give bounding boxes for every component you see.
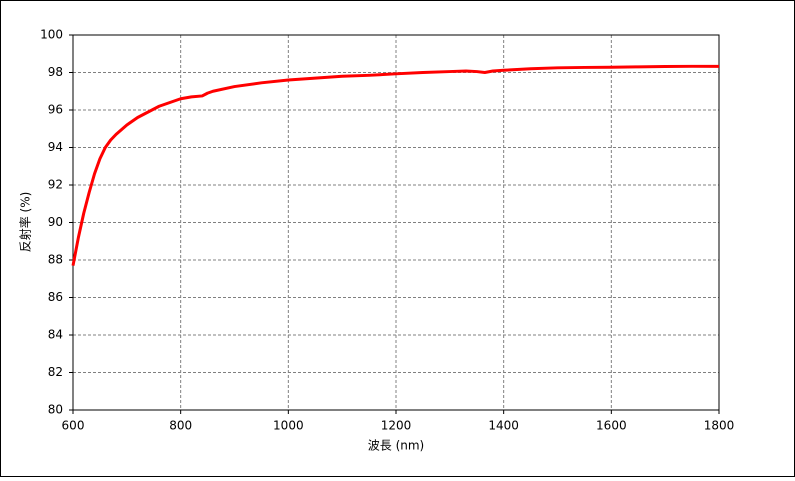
x-tick-label: 1200 xyxy=(381,419,412,433)
x-tick-label: 800 xyxy=(169,419,192,433)
x-tick-label: 1000 xyxy=(273,419,304,433)
y-tick-label: 88 xyxy=(48,253,63,267)
y-tick-label: 98 xyxy=(48,65,63,79)
x-tick-label: 600 xyxy=(62,419,85,433)
x-axis-label: 波長 (nm) xyxy=(368,439,424,453)
plot-area xyxy=(72,34,720,411)
x-tick-label: 1600 xyxy=(596,419,627,433)
y-tick-label: 80 xyxy=(48,403,63,417)
y-tick-label: 82 xyxy=(48,365,63,379)
x-tick-label: 1400 xyxy=(488,419,519,433)
data-line xyxy=(71,64,719,266)
y-tick-label: 100 xyxy=(40,28,63,42)
y-tick-label: 90 xyxy=(48,215,63,229)
x-tick-label: 1800 xyxy=(704,419,735,433)
y-tick-label: 94 xyxy=(48,140,63,154)
y-tick-label: 96 xyxy=(48,103,63,117)
y-tick-label: 86 xyxy=(48,290,63,304)
y-tick-label: 84 xyxy=(48,328,63,342)
y-tick-label: 92 xyxy=(48,178,63,192)
y-axis-label: 反射率 (%) xyxy=(18,192,33,253)
